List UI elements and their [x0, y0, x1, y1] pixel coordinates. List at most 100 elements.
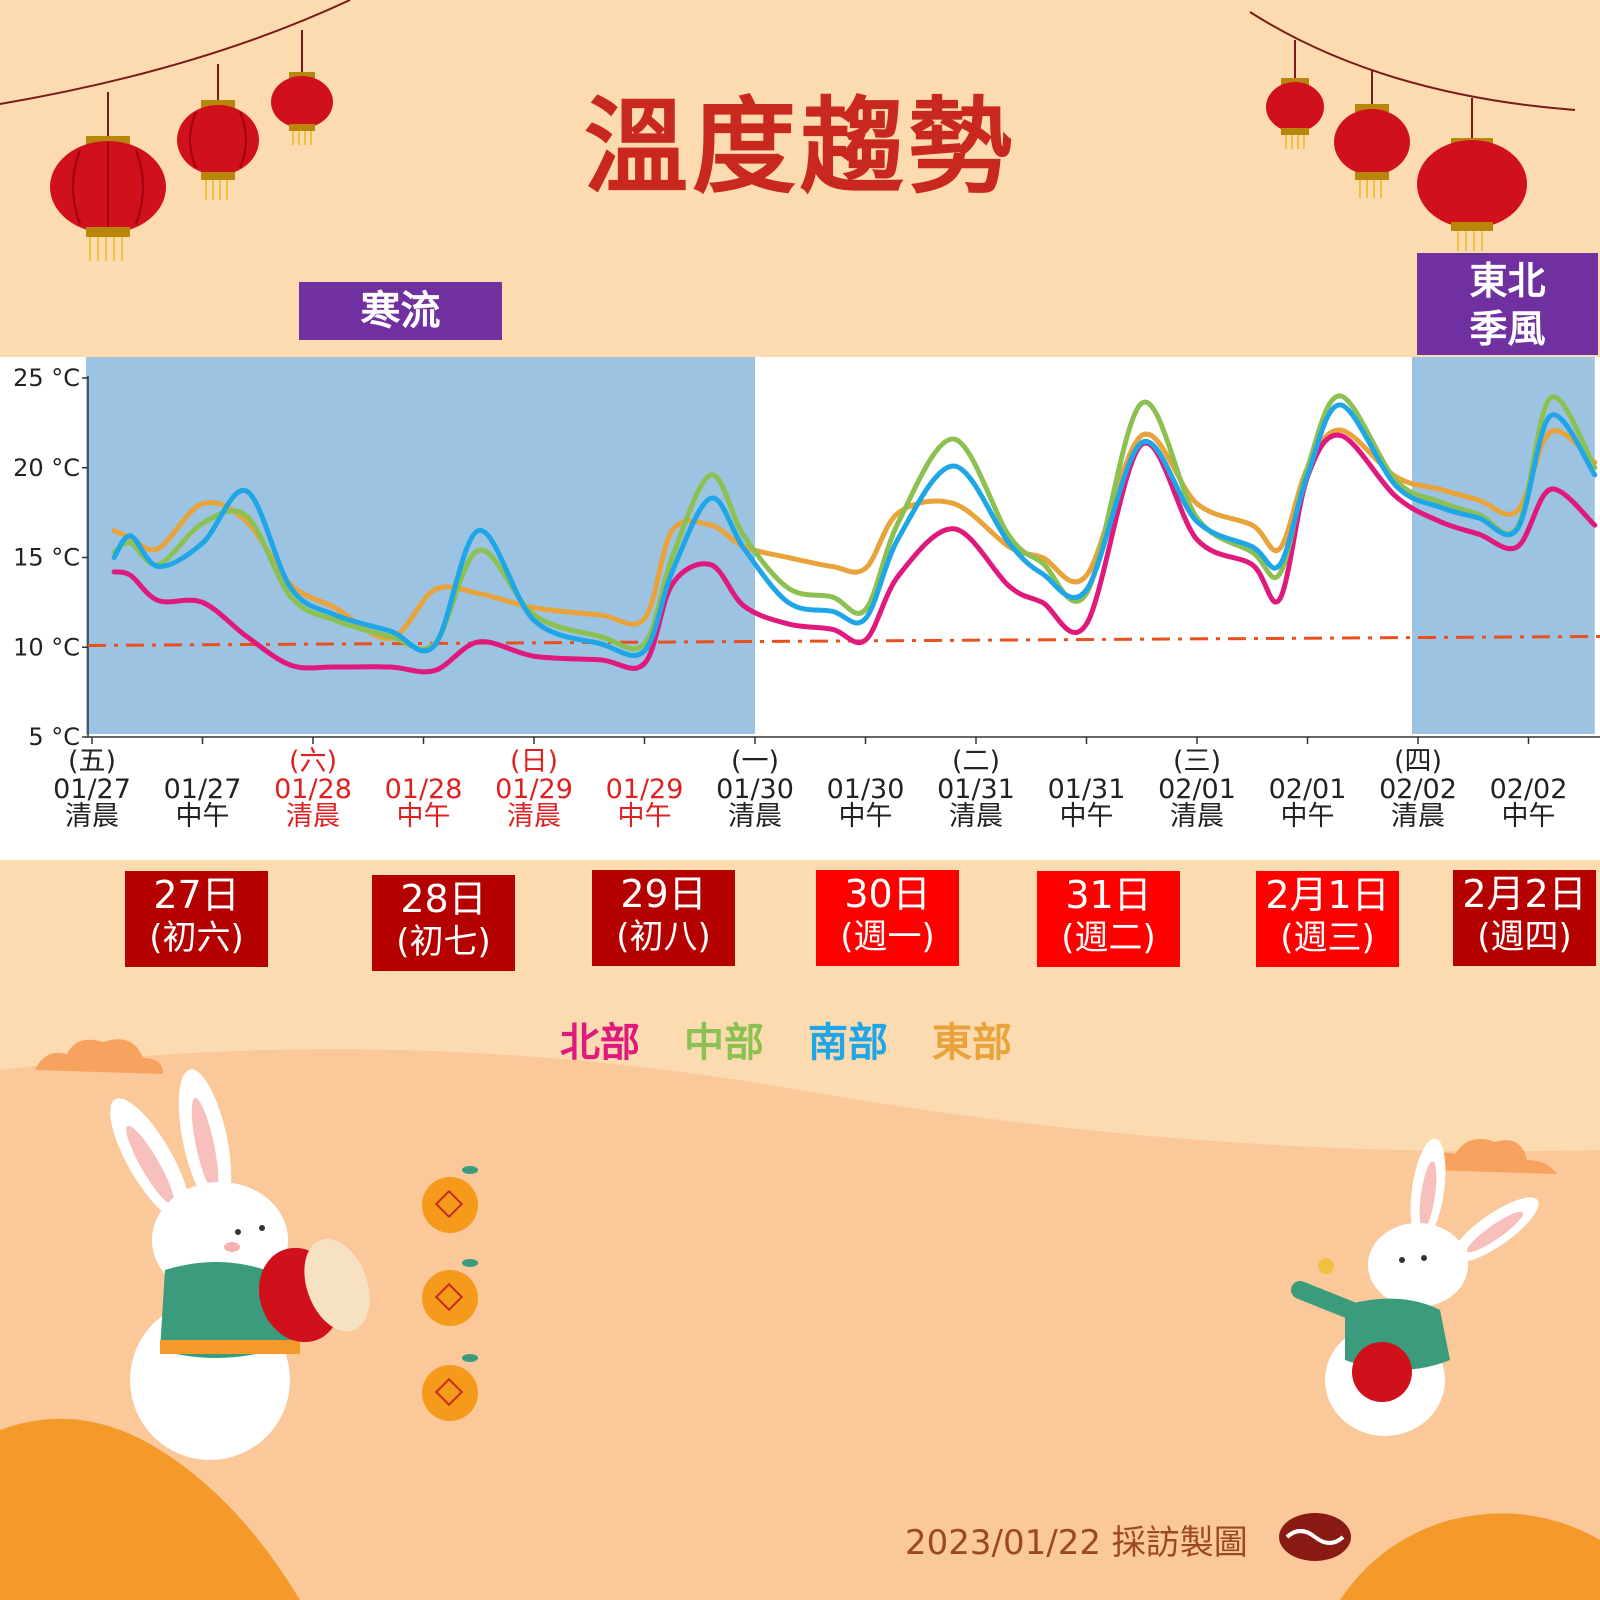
x-tick-date: 01/27: [164, 774, 242, 805]
x-tick-weekday: (三): [1173, 746, 1221, 777]
day-box-date: 2月1日: [1265, 873, 1390, 917]
x-tick-date: 01/29: [495, 774, 573, 805]
monsoon-tag-line1: 東北: [1469, 259, 1546, 303]
x-tick-time: 清晨: [65, 801, 119, 832]
orange-icon: [422, 1259, 478, 1326]
rabbit-drum-icon: [110, 1069, 370, 1460]
x-tick-time: 清晨: [286, 801, 340, 832]
x-tick-weekday: (四): [1394, 746, 1442, 777]
chart-panel: 25 °C 20 °C 15 °C 10 °C 5 °C (五) 01/27 清晨 01/27 中…: [0, 357, 1600, 860]
lantern-string-left: [0, 0, 351, 105]
lantern-icon: [1334, 70, 1410, 198]
x-tick-date: 01/29: [606, 774, 684, 805]
x-tick-time: 清晨: [1170, 801, 1224, 832]
day-box-weekday: (週四): [1477, 917, 1572, 957]
day-box: 28日 (初七): [372, 875, 515, 971]
x-tick-time: 中午: [1502, 801, 1556, 832]
bush-shape: [0, 1418, 300, 1600]
day-box-weekday: (初八): [616, 917, 711, 957]
y-tick-label: 20 °C: [13, 454, 80, 482]
legend-south: 南部: [808, 1020, 888, 1066]
monsoon-tag: 東北 季風: [1417, 253, 1598, 355]
x-tick-date: 01/31: [937, 774, 1015, 805]
bush-shape: [1340, 1513, 1600, 1600]
shaded-period: [86, 357, 755, 734]
x-tick-time: 中午: [839, 801, 893, 832]
x-tick-date: 02/02: [1379, 774, 1457, 805]
x-tick-time: 中午: [176, 801, 230, 832]
x-tick-time: 清晨: [728, 801, 782, 832]
lantern-icon: [1417, 98, 1527, 251]
legend-east: 東部: [932, 1020, 1012, 1066]
legend-central: 中部: [684, 1020, 764, 1066]
day-box-weekday: (初七): [396, 922, 491, 962]
rabbit-pouch-icon: [1291, 1138, 1539, 1436]
legend: 北部 中部 南部 東部: [560, 1010, 1056, 1068]
y-tick-label: 10 °C: [13, 633, 80, 661]
lantern-icon: [271, 30, 333, 145]
lantern-icon: [50, 92, 166, 261]
threshold-line: [87, 634, 1600, 647]
credit-text: 2023/01/22 採訪製圖: [905, 1523, 1248, 1563]
monsoon-tag-line2: 季風: [1469, 307, 1546, 351]
series-line-南部: [111, 402, 1598, 658]
day-box: 2月1日 (週三): [1256, 871, 1399, 967]
x-tick-date: 01/27: [53, 774, 131, 805]
day-box-date: 30日: [844, 872, 931, 916]
x-tick-date: 01/28: [385, 774, 463, 805]
x-tick-weekday: (五): [68, 746, 116, 777]
series-line-北部: [111, 432, 1598, 675]
series-line-東部: [111, 427, 1598, 641]
x-tick-time: 清晨: [1391, 801, 1445, 832]
x-tick-time: 清晨: [949, 801, 1003, 832]
day-box: 30日 (週一): [816, 870, 959, 966]
x-tick-date: 01/30: [716, 774, 794, 805]
cwa-logo-icon: [1279, 1513, 1351, 1561]
day-box-weekday: (初六): [149, 918, 244, 958]
x-tick-time: 中午: [1060, 801, 1114, 832]
x-tick-time: 中午: [618, 801, 672, 832]
x-tick-weekday: (日): [510, 746, 558, 777]
day-box-date: 2月2日: [1462, 872, 1587, 916]
y-tick-label: 5 °C: [28, 723, 80, 751]
day-box: 27日 (初六): [125, 871, 268, 967]
day-box-date: 29日: [620, 872, 707, 916]
day-box-weekday: (週一): [840, 917, 935, 957]
x-tick-weekday: (一): [731, 746, 779, 777]
day-box: 31日 (週二): [1037, 871, 1180, 967]
day-box-date: 31日: [1065, 873, 1152, 917]
x-tick-date: 01/31: [1048, 774, 1126, 805]
hill-shape: [0, 1049, 1600, 1600]
legend-north: 北部: [560, 1020, 640, 1066]
lantern-icon: [1266, 40, 1324, 149]
cloud-shape: [1425, 1138, 1557, 1174]
day-box-date: 28日: [400, 877, 487, 921]
temperature-chart: 25 °C20 °C15 °C10 °C5 °C(五)01/27清晨01/27中…: [13, 357, 1600, 832]
lantern-icon: [177, 64, 259, 200]
orange-icon: [422, 1354, 478, 1421]
x-tick-time: 中午: [1281, 801, 1335, 832]
x-tick-date: 01/28: [274, 774, 352, 805]
y-tick-label: 15 °C: [13, 544, 80, 572]
page-title: 溫度趨勢: [583, 86, 1016, 208]
lantern-string-right: [1249, 11, 1576, 111]
day-box-date: 27日: [153, 873, 240, 917]
day-box: 29日 (初八): [592, 870, 735, 966]
x-tick-date: 02/01: [1158, 774, 1236, 805]
day-box-weekday: (週二): [1061, 918, 1156, 958]
orange-icon: [422, 1166, 478, 1233]
y-tick-label: 25 °C: [13, 364, 80, 392]
x-tick-weekday: (六): [289, 746, 337, 777]
series-line-中部: [111, 393, 1598, 652]
x-tick-date: 02/02: [1490, 774, 1568, 805]
x-tick-weekday: (二): [952, 746, 1000, 777]
x-tick-time: 清晨: [507, 801, 561, 832]
x-tick-time: 中午: [397, 801, 451, 832]
x-tick-date: 02/01: [1269, 774, 1347, 805]
day-box-weekday: (週三): [1280, 918, 1375, 958]
cloud-shape: [35, 1039, 163, 1074]
x-tick-date: 01/30: [827, 774, 905, 805]
day-box: 2月2日 (週四): [1453, 870, 1596, 966]
cold-wave-tag: 寒流: [299, 282, 502, 340]
